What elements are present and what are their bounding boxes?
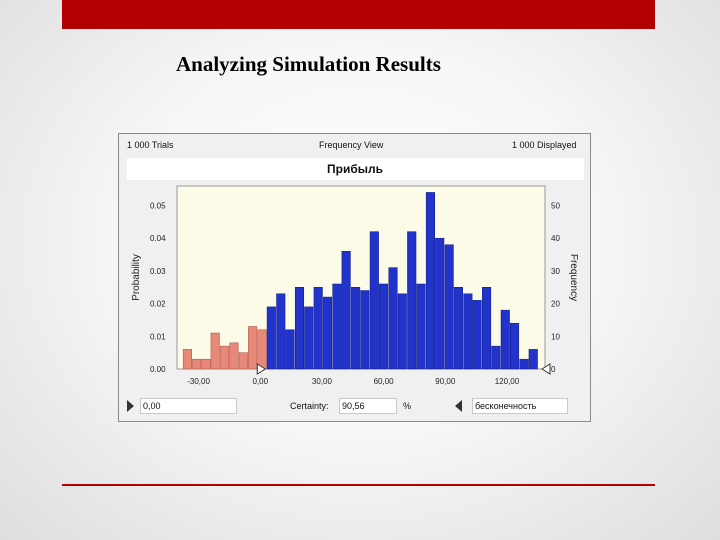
right-field-arrow-icon[interactable] bbox=[455, 400, 462, 412]
blue-bar bbox=[491, 345, 501, 370]
right-grabber-arrow-icon bbox=[541, 363, 551, 375]
red-bar bbox=[229, 342, 239, 370]
blue-bar bbox=[482, 287, 492, 370]
blue-bar bbox=[285, 329, 295, 370]
blue-bar bbox=[322, 296, 332, 370]
blue-bar bbox=[528, 349, 538, 370]
blue-bar bbox=[304, 306, 314, 370]
chart-title: Прибыль bbox=[327, 162, 383, 176]
x-tick-label: 30,00 bbox=[312, 377, 333, 386]
lower-bound-field[interactable]: 0,00 bbox=[140, 398, 237, 414]
trials-count: 1 000 Trials bbox=[127, 140, 174, 150]
red-bar bbox=[248, 326, 258, 370]
red-bar bbox=[210, 332, 220, 370]
upper-bound-field[interactable]: бесконечность bbox=[472, 398, 568, 414]
blue-bar bbox=[341, 251, 351, 370]
percent-label: % bbox=[403, 401, 412, 411]
right-y-tick-label: 40 bbox=[551, 234, 560, 243]
left-y-tick-label: 0.00 bbox=[150, 365, 166, 374]
blue-bar bbox=[313, 287, 323, 370]
blue-bar bbox=[444, 244, 454, 370]
red-bar bbox=[257, 329, 267, 370]
x-tick-label: 60,00 bbox=[374, 377, 395, 386]
left-y-tick-label: 0.01 bbox=[150, 332, 166, 341]
blue-bar bbox=[500, 309, 510, 370]
view-name: Frequency View bbox=[319, 140, 384, 150]
top-accent-bar bbox=[62, 0, 655, 29]
red-bar bbox=[201, 358, 211, 370]
chart-title-strip bbox=[127, 158, 584, 180]
x-tick-label: -30,00 bbox=[187, 377, 210, 386]
blue-bar bbox=[351, 287, 361, 370]
x-tick-label: 90,00 bbox=[435, 377, 456, 386]
blue-bar bbox=[276, 293, 286, 370]
red-bar bbox=[182, 349, 192, 370]
right-y-tick-label: 0 bbox=[551, 365, 556, 374]
left-y-tick-label: 0.02 bbox=[150, 300, 166, 309]
blue-bar bbox=[379, 283, 389, 370]
frequency-chart: Прибыль 0.00 0.01 0.02 0.03 0.04 0.05 0 10 20 30 40… bbox=[127, 158, 584, 386]
frequency-view-window: Прибыль 0.00 0.01 0.02 0.03 0.04 0.05 0 10 20 30 40… bbox=[118, 133, 591, 422]
blue-bar bbox=[519, 358, 529, 370]
x-tick-label: 0,00 bbox=[252, 377, 268, 386]
left-grabber-arrow-icon bbox=[256, 363, 267, 375]
blue-bar bbox=[510, 322, 520, 370]
blue-bar bbox=[472, 300, 482, 370]
left-axis-title: Probability bbox=[131, 254, 142, 301]
right-y-tick-label: 50 bbox=[551, 202, 560, 211]
displayed-count: 1 000 Displayed bbox=[512, 140, 577, 150]
blue-bar bbox=[266, 306, 276, 370]
right-y-tick-label: 20 bbox=[551, 300, 560, 309]
blue-bar bbox=[294, 287, 305, 370]
red-bar bbox=[220, 345, 230, 370]
right-y-tick-label: 30 bbox=[551, 267, 560, 276]
blue-bar bbox=[425, 192, 435, 370]
x-tick-label: 120,00 bbox=[495, 377, 520, 386]
red-bar bbox=[192, 358, 202, 370]
blue-bar bbox=[416, 283, 426, 370]
blue-bar bbox=[407, 231, 417, 370]
blue-bar bbox=[360, 290, 370, 370]
bottom-accent-rule bbox=[62, 484, 655, 486]
blue-bar bbox=[397, 293, 407, 370]
blue-bar bbox=[388, 267, 398, 370]
left-y-tick-label: 0.03 bbox=[150, 267, 166, 276]
blue-bar bbox=[453, 287, 463, 370]
blue-bar bbox=[463, 293, 473, 370]
right-y-tick-label: 10 bbox=[551, 332, 560, 341]
left-y-tick-label: 0.04 bbox=[150, 234, 166, 243]
red-bar bbox=[238, 352, 248, 370]
blue-bar bbox=[332, 283, 342, 370]
left-y-tick-label: 0.05 bbox=[150, 202, 166, 211]
blue-bar bbox=[369, 231, 379, 370]
certainty-label: Certainty: bbox=[290, 401, 329, 411]
left-field-arrow-icon[interactable] bbox=[127, 400, 134, 412]
certainty-field[interactable]: 90,56 bbox=[339, 398, 397, 414]
right-axis-title: Frequency bbox=[568, 254, 579, 301]
slide-title: Analyzing Simulation Results bbox=[176, 52, 441, 76]
blue-bar bbox=[435, 237, 445, 370]
